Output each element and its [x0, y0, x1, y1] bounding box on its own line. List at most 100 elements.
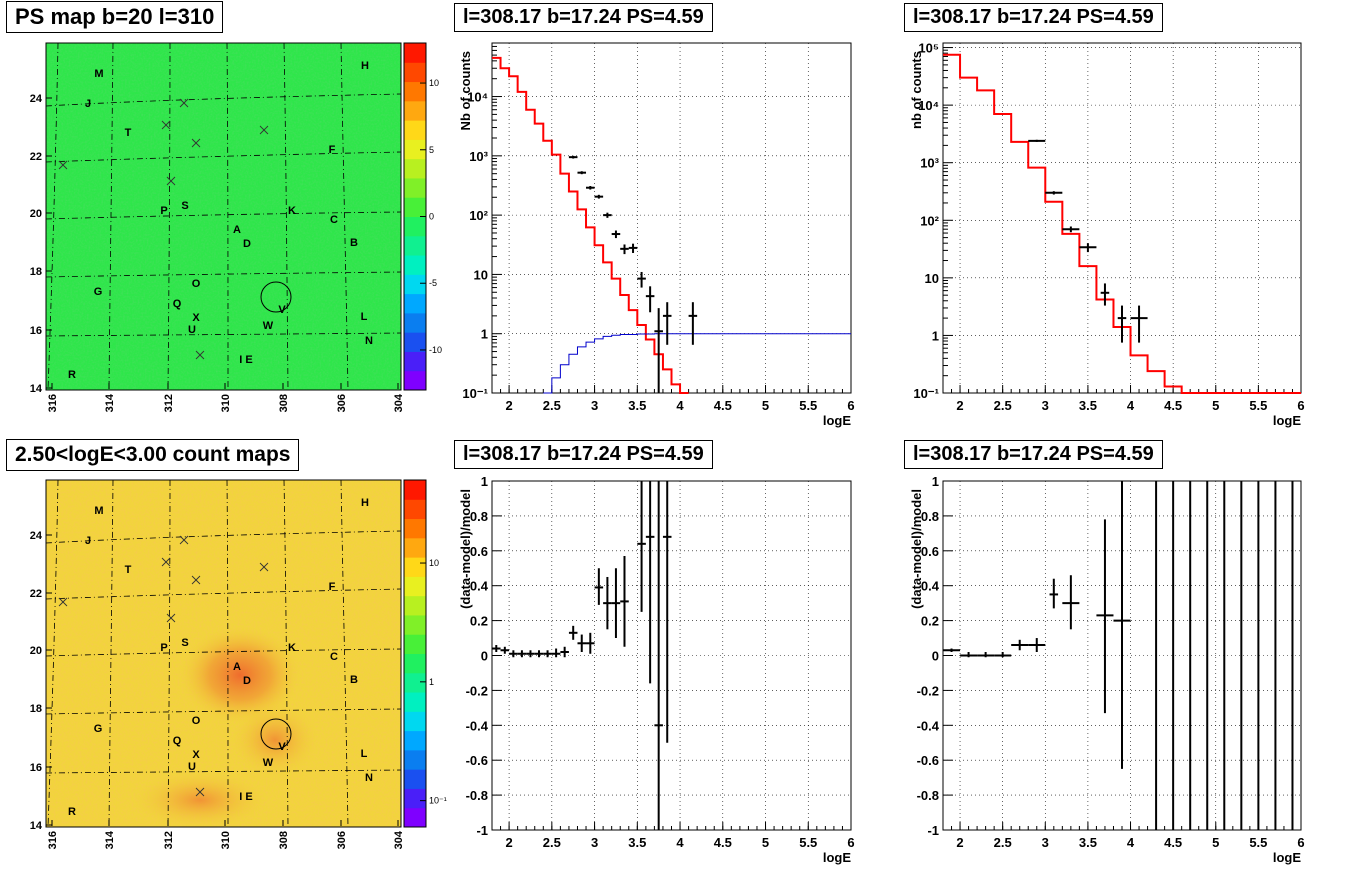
y-tick-label: -0.8 — [466, 788, 488, 803]
lon-tick-label: 316 — [47, 831, 59, 849]
colorbar-segment — [404, 312, 426, 333]
y-tick-label: 0.6 — [470, 544, 488, 559]
colorbar-segment — [404, 197, 426, 217]
lon-tick-label: 304 — [393, 830, 405, 849]
data-point — [662, 481, 672, 743]
data-point — [637, 481, 646, 612]
x-axis-label: logE — [823, 850, 851, 865]
lon-tick-label: 306 — [336, 394, 348, 412]
spectrum-chart-1-title: l=308.17 b=17.24 PS=4.59 — [454, 3, 713, 32]
x-tick-label: 2.5 — [994, 835, 1012, 850]
cross-marker — [58, 160, 68, 170]
y-tick-label: 0.8 — [470, 509, 488, 524]
source-label: O — [192, 715, 201, 727]
lon-tick-label: 312 — [163, 394, 175, 412]
lon-tick-label: 310 — [220, 394, 232, 412]
data-point — [654, 308, 663, 393]
colorbar-segment — [404, 480, 426, 500]
y-tick-label: 10⁴ — [918, 98, 939, 113]
colorbar-segment — [404, 139, 426, 160]
ps-map-axes: 316 314 312 310 308 306 304 14 16 18 20 22 24 — [30, 93, 405, 412]
colorbar-segment — [404, 730, 426, 751]
colorbar-segment — [404, 158, 426, 179]
source-label: B — [350, 237, 358, 249]
colorbar-segment — [404, 100, 426, 121]
count-map-axes: 316 314 312 310 308 306 304 14 16 18 20 22 24 — [30, 530, 405, 849]
y-tick-label: 1 — [932, 328, 939, 343]
source-label: R — [68, 806, 76, 818]
source-label: S — [181, 200, 188, 212]
residual-chart-2-title: l=308.17 b=17.24 PS=4.59 — [904, 440, 1163, 469]
lon-tick-label: 308 — [278, 394, 290, 412]
y-tick-label: 10³ — [469, 149, 488, 164]
x-tick-label: 2 — [956, 398, 963, 413]
source-label: S — [181, 637, 188, 649]
source-label: V — [278, 304, 286, 316]
x-axis-label: logE — [1273, 413, 1301, 428]
source-label: O — [192, 278, 201, 290]
x-tick-label: 6 — [847, 835, 854, 850]
cross-marker — [166, 613, 176, 623]
ps-colorbar: 10 5 0 -5 -10 — [403, 42, 442, 391]
colorbar-tick-label: 0 — [429, 212, 434, 222]
source-label: U — [188, 761, 196, 773]
ps-map-title: PS map b=20 l=310 — [6, 1, 224, 33]
model-histogram — [492, 56, 689, 394]
lat-tick-label: 14 — [30, 820, 43, 832]
data-point — [688, 302, 698, 345]
source-label: U — [188, 324, 196, 336]
y-tick-label: -0.6 — [917, 753, 939, 768]
y-tick-label: 0 — [481, 649, 488, 664]
source-label: W — [263, 757, 274, 769]
source-label: C — [330, 214, 338, 226]
x-tick-label: 3.5 — [628, 398, 646, 413]
y-tick-label: -0.8 — [917, 788, 939, 803]
data-points — [568, 155, 698, 393]
colorbar-tick-label: 5 — [429, 145, 434, 155]
ps-map: M H J T F P S K C AD B O G QXU WV LN I E R 316 314 312 310 30… — [30, 42, 442, 412]
data-points — [943, 481, 1294, 830]
lon-tick-label: 308 — [278, 831, 290, 849]
cross-marker — [191, 138, 201, 148]
x-tick-label: 3.5 — [1079, 835, 1097, 850]
colorbar-segment — [404, 807, 426, 828]
x-tick-label: 4 — [1127, 835, 1135, 850]
data-point — [560, 646, 569, 658]
source-label: W — [263, 320, 274, 332]
colorbar-segment — [404, 351, 426, 372]
source-label: G — [94, 286, 103, 298]
data-point — [628, 243, 638, 253]
source-label: M — [94, 505, 103, 517]
data-point — [1049, 578, 1059, 609]
source-label: A — [233, 661, 241, 673]
lon-tick-label: 310 — [220, 831, 232, 849]
colorbar-frame — [403, 479, 427, 828]
colorbar-segment — [404, 692, 426, 712]
source-label: K — [288, 205, 296, 217]
count-map-title: 2.50<logE<3.00 count maps — [6, 439, 300, 471]
y-tick-label: -0.2 — [466, 683, 488, 698]
count-map-crosses — [58, 535, 269, 797]
y-axis: -1 -0.8 -0.6 -0.4 -0.2 0 0.2 0.4 0.6 0.8 1 (data-mo… — [909, 474, 953, 838]
colorbar-segment — [404, 576, 426, 597]
y-axis: -1 -0.8 -0.6 -0.4 -0.2 0 0.2 0.4 0.6 0.8 1 (data-mo… — [458, 474, 502, 838]
cross-marker — [58, 597, 68, 607]
data-point — [594, 568, 604, 605]
source-label: L — [361, 311, 368, 323]
source-label: L — [361, 748, 368, 760]
y-tick-label: -0.4 — [466, 718, 489, 733]
colorbar-segment — [404, 595, 426, 616]
x-tick-label: 4.5 — [714, 835, 732, 850]
data-point — [534, 650, 544, 658]
data-point — [637, 271, 646, 288]
grid — [492, 43, 852, 394]
x-tick-label: 2.5 — [543, 398, 561, 413]
data-point — [654, 481, 663, 830]
lat-tick-label: 22 — [30, 588, 42, 600]
x-tick-label: 2 — [505, 835, 512, 850]
source-label: N — [365, 335, 373, 347]
y-axis-label: (data-model)/model — [909, 489, 924, 609]
